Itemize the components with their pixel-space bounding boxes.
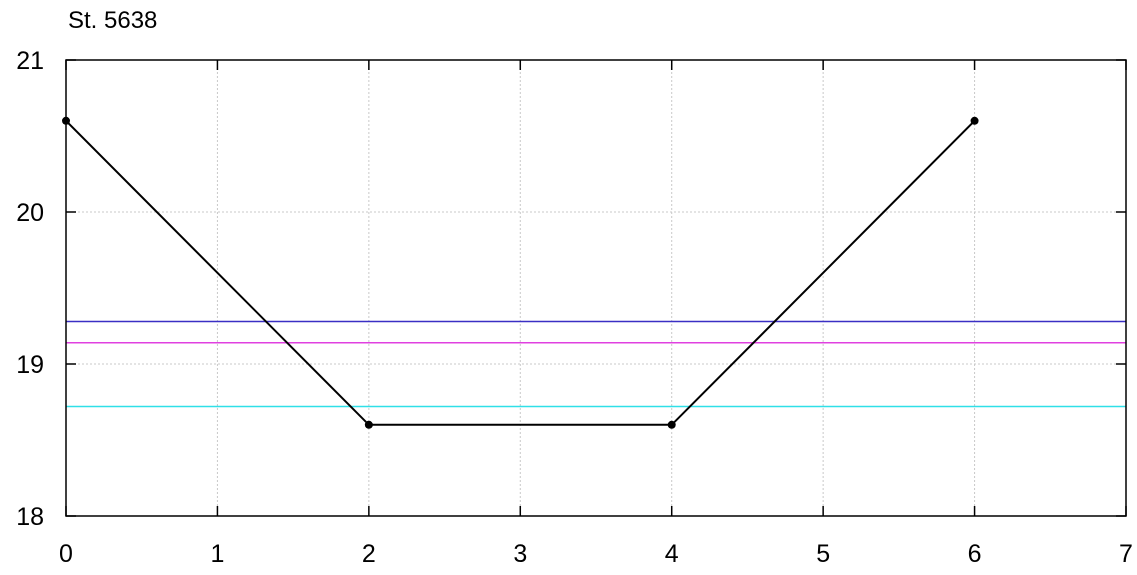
x-tick-label: 2 (362, 540, 376, 568)
x-tick-label: 6 (968, 540, 982, 568)
y-tick-label: 21 (16, 47, 44, 75)
x-tick-label: 3 (513, 540, 527, 568)
data-point (667, 420, 676, 429)
x-tick-label: 5 (816, 540, 830, 568)
series-line (65, 120, 976, 426)
y-tick-label: 20 (16, 199, 44, 227)
x-tick-label: 0 (59, 540, 73, 568)
plot-frame (65, 59, 1127, 517)
chart-title: St. 5638 (68, 7, 157, 34)
data-point (970, 116, 979, 125)
tick-layer (65, 59, 1127, 517)
reference-lines (66, 320, 1126, 408)
y-tick-label: 18 (16, 503, 44, 531)
data-point (364, 420, 373, 429)
x-tick-label: 7 (1119, 540, 1133, 568)
y-tick-label: 19 (16, 351, 44, 379)
x-tick-label: 4 (665, 540, 679, 568)
x-tick-label: 1 (210, 540, 224, 568)
tick-labels: 0 1 2 3 4 5 6 7 18 19 20 21 (16, 47, 1133, 568)
